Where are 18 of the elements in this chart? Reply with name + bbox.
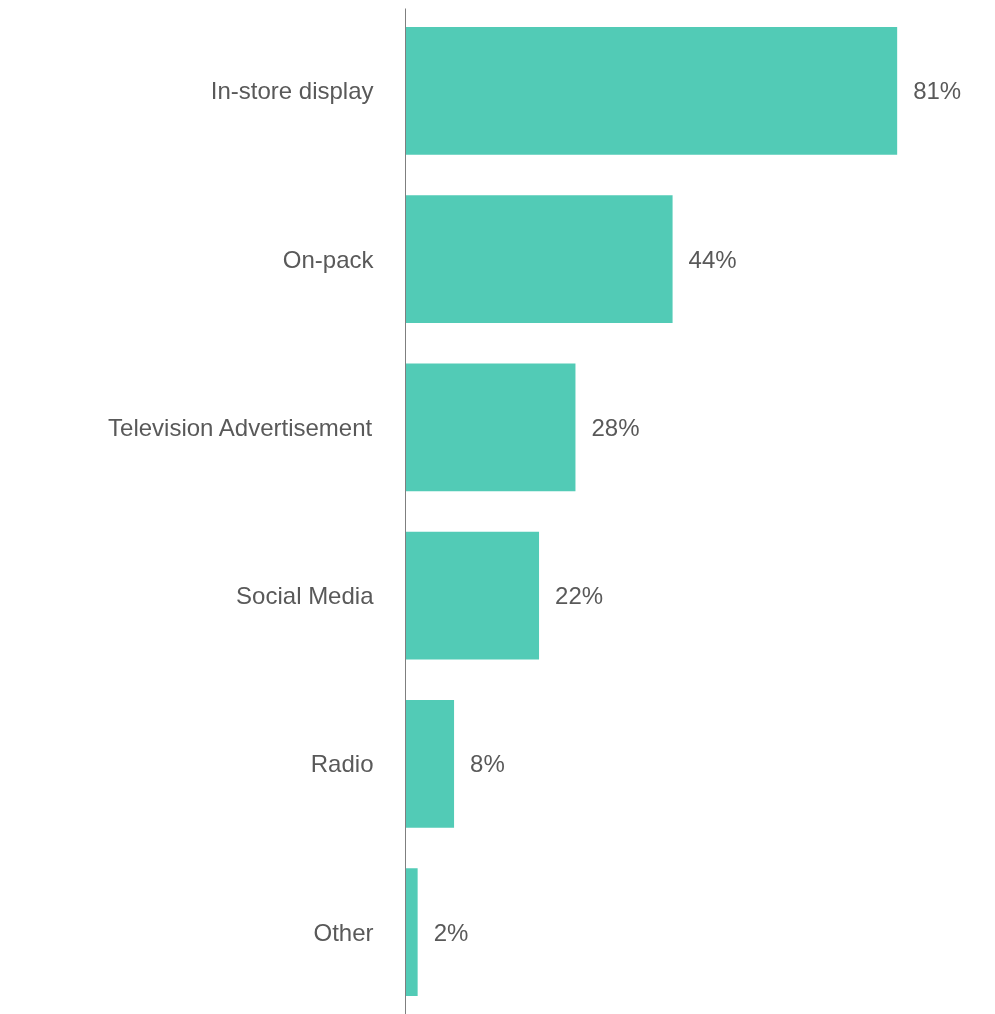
bar xyxy=(405,531,540,660)
bar xyxy=(405,27,898,155)
data-label: 2% xyxy=(433,918,469,946)
y-tick-label: Television Advertisement xyxy=(108,413,373,441)
data-label: 22% xyxy=(555,582,604,610)
data-label: 8% xyxy=(470,750,505,778)
y-tick-label: In-store display xyxy=(210,77,374,105)
bar xyxy=(405,363,576,492)
bar xyxy=(405,699,455,828)
y-tick-label: Social Media xyxy=(236,582,375,610)
bar xyxy=(405,195,673,324)
y-tick-label: On-pack xyxy=(282,245,375,273)
y-tick-label: Other xyxy=(313,918,374,946)
data-label: 44% xyxy=(688,245,737,273)
y-tick-label: Radio xyxy=(310,750,374,778)
data-label: 81% xyxy=(913,77,962,105)
data-label: 28% xyxy=(591,413,640,441)
bar xyxy=(405,868,418,996)
